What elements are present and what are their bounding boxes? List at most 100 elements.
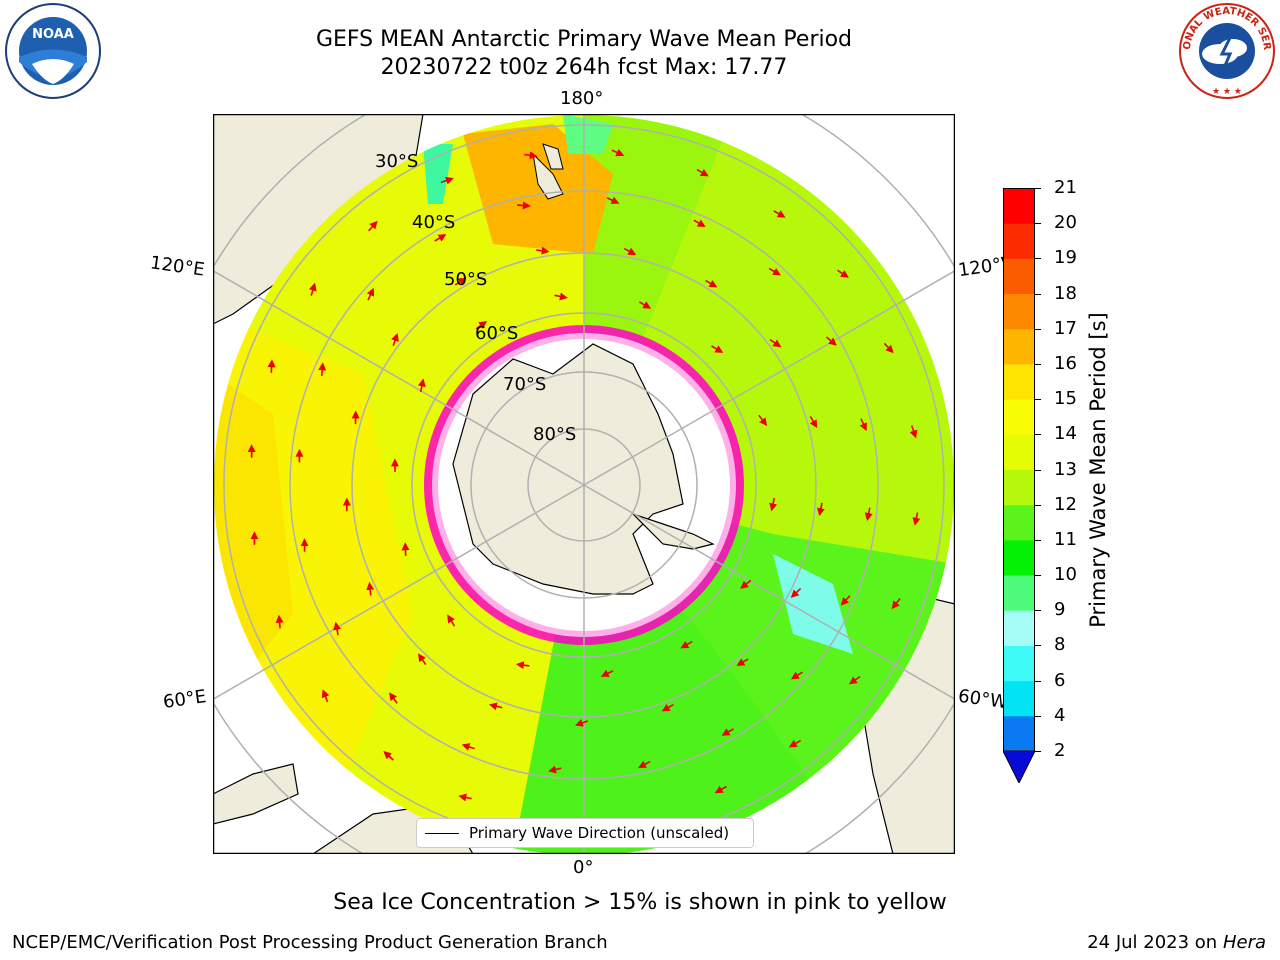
colorbar-tick-label: 19	[1054, 247, 1077, 269]
wave-arrow	[788, 739, 801, 748]
wave-arrow	[837, 269, 849, 278]
wave-arrow	[454, 277, 467, 286]
lat-label-30s: 30°S	[375, 151, 419, 172]
svg-text:★ ★ ★: ★ ★ ★	[1212, 87, 1242, 97]
legend-label: Primary Wave Direction (unscaled)	[469, 824, 730, 842]
colorbar-tick-mark	[1035, 293, 1041, 295]
colorbar-tick-label: 10	[1054, 564, 1077, 586]
colorbar-segment	[1003, 258, 1035, 295]
wave-arrow	[417, 378, 426, 392]
colorbar-tick-label: 9	[1054, 599, 1066, 621]
wave-arrow	[696, 168, 709, 177]
wave-arrow	[721, 728, 734, 736]
lon-label-60w: 60°W	[956, 685, 1009, 714]
footer-host: Hera	[1222, 932, 1266, 953]
wave-arrow	[639, 301, 652, 309]
madagascar-land	[213, 763, 299, 825]
footer-right: 24 Jul 2023 on Hera	[1087, 932, 1266, 953]
wave-arrow	[458, 793, 472, 802]
colorbar-tick-mark	[1035, 363, 1041, 365]
colorbar-segment	[1003, 610, 1035, 646]
wave-arrow	[809, 416, 818, 429]
svg-text:NOAA: NOAA	[32, 27, 74, 42]
colorbar-segment	[1003, 363, 1035, 400]
wave-arrow	[891, 598, 901, 610]
wave-arrow	[848, 675, 861, 685]
wave-arrow	[488, 702, 503, 711]
colorbar-tick-mark	[1035, 258, 1041, 260]
legend-line-swatch	[425, 832, 459, 834]
wave-arrow	[366, 287, 375, 301]
colorbar-tick-mark	[1035, 188, 1041, 189]
colorbar-segment	[1003, 504, 1035, 541]
wave-arrow	[417, 653, 427, 666]
wave-arrow	[736, 658, 749, 666]
colorbar-tick-mark	[1035, 328, 1041, 330]
lon-label-180: 180°	[560, 88, 604, 109]
lat-label-50s: 50°S	[444, 269, 488, 290]
wave-arrow	[267, 359, 276, 373]
graticule	[213, 114, 955, 854]
wave-arrow	[773, 210, 786, 218]
colorbar	[1002, 188, 1036, 785]
wave-arrow	[611, 148, 625, 157]
colorbar-segment	[1003, 328, 1035, 365]
wave-arrow	[711, 345, 724, 353]
nws-logo: NATIONAL WEATHER SERVICE ★ ★ ★	[1174, 0, 1276, 100]
colorbar-tick-label: 6	[1054, 669, 1066, 691]
wave-arrow	[391, 332, 399, 347]
wave-arrow	[705, 279, 718, 288]
wave-arrow	[475, 320, 488, 330]
colorbar-segment	[1003, 715, 1035, 752]
wave-arrow	[574, 719, 589, 727]
wave-arrow	[769, 497, 778, 512]
colorbar-extend-triangle	[1002, 750, 1036, 785]
colorbar-segment	[1003, 469, 1035, 506]
colorbar-segment	[1003, 223, 1035, 259]
colorbar-tick-mark	[1035, 610, 1041, 612]
colorbar-tick-mark	[1035, 645, 1041, 647]
colorbar-segment	[1003, 680, 1035, 717]
wave-arrow	[548, 765, 562, 774]
footer-left: NCEP/EMC/Verification Post Processing Pr…	[12, 932, 608, 953]
wave-arrow	[769, 338, 782, 348]
colorbar-tick-label: 18	[1054, 282, 1077, 304]
wave-arrow	[825, 336, 837, 346]
wave-arrow	[661, 703, 674, 712]
wave-arrow	[366, 581, 375, 596]
wave-arrow	[461, 743, 475, 751]
colorbar-label: Primary Wave Mean Period [s]	[1086, 312, 1110, 628]
colorbar-tick-label: 12	[1054, 493, 1077, 515]
colorbar-tick-label: 21	[1054, 177, 1077, 198]
colorbar-tick-label: 2	[1054, 740, 1066, 761]
colorbar-tick-mark	[1035, 680, 1041, 682]
wave-arrow	[680, 640, 693, 649]
colorbar-tick-mark	[1035, 539, 1041, 541]
colorbar-tick-mark	[1035, 223, 1041, 225]
wave-arrow	[321, 689, 330, 703]
colorbar-tick-label: 11	[1054, 528, 1077, 550]
colorbar-tick-mark	[1035, 399, 1041, 401]
colorbar-tick-mark	[1035, 469, 1041, 471]
chart-subtitle: 20230722 t00z 264h fcst Max: 17.77	[380, 55, 788, 80]
noaa-logo: NOAA	[4, 2, 102, 100]
colorbar-tick-label: 4	[1054, 704, 1066, 726]
colorbar-tick-label: 13	[1054, 458, 1077, 480]
wave-arrow	[517, 201, 531, 210]
wave-arrow	[440, 176, 454, 185]
wave-arrow	[368, 220, 378, 232]
colorbar-segment	[1003, 399, 1035, 435]
wave-arrow	[515, 661, 530, 670]
wave-arrow	[535, 246, 550, 255]
wave-arrow	[554, 292, 568, 301]
wave-arrow	[524, 151, 538, 160]
wave-arrow	[275, 614, 284, 629]
chart-title: GEFS MEAN Antarctic Primary Wave Mean Pe…	[315, 27, 853, 52]
wave-arrow	[758, 414, 768, 427]
wave-arrow	[768, 267, 781, 276]
wave-arrow	[383, 751, 394, 761]
lon-label-60e: 60°E	[161, 686, 208, 713]
colorbar-segment	[1003, 293, 1035, 330]
wave-arrow	[693, 219, 706, 227]
new-zealand-land	[532, 143, 564, 200]
